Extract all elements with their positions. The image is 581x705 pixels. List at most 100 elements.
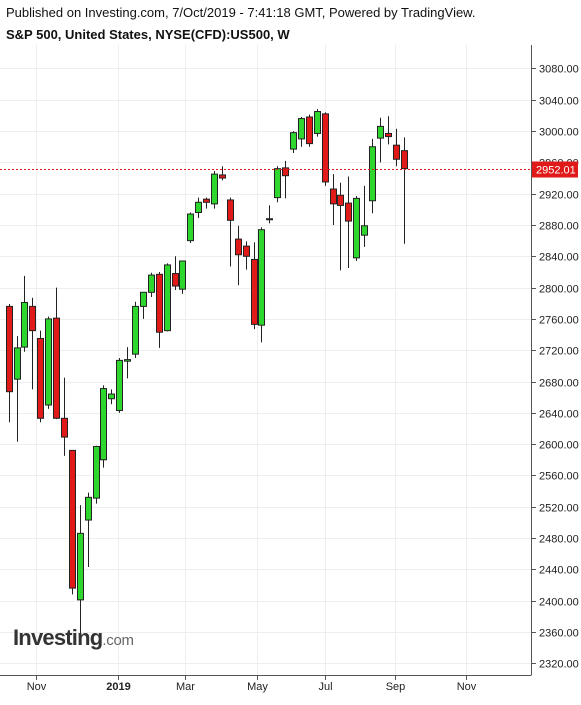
candle-body-down <box>282 167 289 177</box>
candle[interactable] <box>116 358 123 413</box>
y-tick-label: 2600.00 <box>539 440 579 452</box>
x-tick-label: Sep <box>386 681 406 693</box>
candle[interactable] <box>243 241 250 270</box>
candle-body-up <box>195 201 202 213</box>
candle[interactable] <box>401 137 408 244</box>
candle[interactable] <box>140 291 147 319</box>
candle[interactable] <box>219 166 226 181</box>
symbol-title: S&P 500, United States, NYSE(CFD):US500,… <box>6 27 290 42</box>
candle[interactable] <box>61 377 68 456</box>
candle-body-up <box>77 532 84 601</box>
candle-body-down <box>337 194 344 206</box>
candle[interactable] <box>211 171 218 209</box>
candle[interactable] <box>337 182 344 271</box>
candle-body-up <box>140 291 147 307</box>
y-tick-label: 3080.00 <box>539 64 579 76</box>
candle[interactable] <box>385 116 392 145</box>
y-tick-label: 2840.00 <box>539 252 579 264</box>
candle[interactable] <box>14 336 21 442</box>
candle[interactable] <box>274 166 281 203</box>
candle[interactable] <box>93 445 100 504</box>
y-tick-label: 2400.00 <box>539 597 579 609</box>
candle[interactable] <box>132 301 139 359</box>
x-tick-label: Jul <box>318 681 332 693</box>
candle-body-down <box>172 273 179 287</box>
candle-body-up <box>353 197 360 259</box>
candle[interactable] <box>203 197 210 209</box>
candle[interactable] <box>172 256 179 290</box>
candle-body-up <box>377 125 384 139</box>
candle[interactable] <box>21 275 28 352</box>
candle[interactable] <box>100 385 107 468</box>
candle[interactable] <box>290 131 297 153</box>
candle[interactable] <box>369 138 376 214</box>
candle[interactable] <box>108 389 115 405</box>
candle[interactable] <box>6 304 13 423</box>
candle-body-down <box>322 113 329 183</box>
candle[interactable] <box>266 205 273 224</box>
candle[interactable] <box>235 225 242 286</box>
candle[interactable] <box>227 197 234 267</box>
candle-body-up <box>290 132 297 150</box>
candle[interactable] <box>45 316 52 409</box>
y-tick-label: 2680.00 <box>539 378 579 390</box>
candle-body-up <box>21 301 28 348</box>
candle[interactable] <box>282 160 289 199</box>
candle-body-down <box>61 417 68 438</box>
candle-body-up <box>116 359 123 411</box>
candle-body-down <box>345 202 352 222</box>
candle[interactable] <box>195 197 202 218</box>
y-tick-label: 2880.00 <box>539 221 579 233</box>
candle-body-up <box>266 218 273 221</box>
candle-body-up <box>45 318 52 406</box>
candle-body-up <box>211 173 218 205</box>
candle[interactable] <box>361 185 368 247</box>
candle[interactable] <box>148 272 155 297</box>
candle[interactable] <box>258 227 265 343</box>
candle[interactable] <box>187 212 194 243</box>
candle[interactable] <box>77 505 84 643</box>
candle-body-up <box>298 118 305 140</box>
candle[interactable] <box>314 109 321 137</box>
candle[interactable] <box>377 117 384 163</box>
y-tick-label: 2480.00 <box>539 534 579 546</box>
last-price-tag: 2952.01 <box>532 161 578 178</box>
candle[interactable] <box>393 128 400 167</box>
y-tick-label: 2320.00 <box>539 659 579 671</box>
candle[interactable] <box>345 176 352 269</box>
candle-body-up <box>132 305 139 355</box>
candle[interactable] <box>179 260 186 294</box>
y-axis-ticks: 2320.00 2360.00 2400.00 2440.00 2480.00 2520.… <box>531 64 579 671</box>
candle[interactable] <box>251 242 258 330</box>
candle[interactable] <box>353 196 360 261</box>
candle[interactable] <box>164 263 171 332</box>
x-tick-label: Nov <box>457 681 477 693</box>
candle-body-up <box>369 146 376 202</box>
grid-lines <box>0 45 531 675</box>
candle[interactable] <box>322 112 329 186</box>
candle-body-down <box>401 150 408 170</box>
x-tick-label: Nov <box>27 681 47 693</box>
candle[interactable] <box>124 347 131 379</box>
candle[interactable] <box>330 174 337 225</box>
candle-body-down <box>156 273 163 333</box>
candle-body-down <box>227 199 234 221</box>
candle-body-down <box>243 245 250 257</box>
candle[interactable] <box>156 271 163 348</box>
candle[interactable] <box>306 114 313 147</box>
candle-body-down <box>29 305 36 332</box>
candle[interactable] <box>298 117 305 147</box>
candle[interactable] <box>85 492 92 567</box>
y-tick-label: 2560.00 <box>539 471 579 483</box>
investing-logo: Investing.com <box>13 625 134 651</box>
y-tick-label: 2920.00 <box>539 190 579 202</box>
logo-domain: .com <box>102 632 134 649</box>
y-tick-label: 2800.00 <box>539 284 579 296</box>
candle[interactable] <box>37 330 44 423</box>
y-tick-label: 2520.00 <box>539 503 579 515</box>
candle[interactable] <box>69 449 76 595</box>
candle-body-up <box>361 225 368 236</box>
candle[interactable] <box>29 297 36 390</box>
candle[interactable] <box>53 287 60 420</box>
